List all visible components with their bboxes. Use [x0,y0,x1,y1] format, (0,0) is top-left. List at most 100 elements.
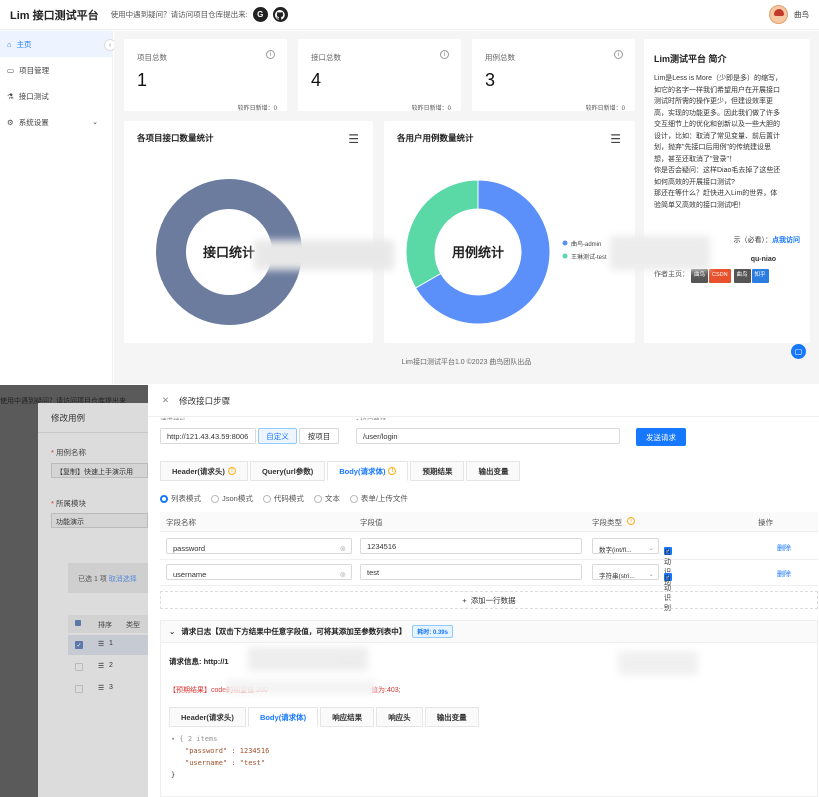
radio-text-mode[interactable]: 文本 [313,493,340,504]
sidebar-item-home[interactable]: ⌂ 主页 [0,31,112,57]
clear-icon[interactable]: ⊗ [339,570,346,579]
menu-icon[interactable]: ☰ [610,132,621,146]
send-request-button[interactable]: 发送请求 [636,428,686,446]
custom-host-button[interactable]: 自定义 [258,428,297,444]
donut-slice[interactable] [405,179,479,289]
radio-dot [349,494,358,503]
tab-query[interactable]: Query(url参数) [249,461,326,481]
tab-header[interactable]: Header(请求头)! [160,461,248,481]
table-row[interactable]: ✓ ☰ 1 [68,635,148,655]
help-fab-icon[interactable]: ▢ [791,344,806,359]
stat-title: 接口总数 [311,53,341,62]
row-checkbox[interactable]: ✓ [75,641,83,649]
host-input[interactable]: http://121.43.43.59:8006 [160,428,256,444]
sidebar-item-api-test[interactable]: ⚗ 接口测试 [0,83,112,109]
radio-form-mode[interactable]: 表单/上传文件 [349,493,408,504]
chart-center-label: 接口统计 [203,245,255,260]
select-all-checkbox[interactable] [75,620,81,626]
row-checkbox[interactable] [75,685,83,693]
delete-row-link[interactable]: 删除 [777,545,791,552]
chart-title: 各项目接口数量统计 [137,133,214,143]
info-icon[interactable]: i [440,50,449,59]
radio-dot [313,494,322,503]
radio-code-mode[interactable]: 代码模式 [262,493,304,504]
log-title: 请求日志【双击下方结果中任意字段值，可将其添加至参数列表中】 [181,627,407,636]
menu-icon[interactable]: ☰ [348,132,359,146]
tab-expect[interactable]: 预期结果 [410,461,465,481]
intro-link-line: 示（必看）：点我访问 [654,235,801,247]
field-name-input[interactable]: password ⊗ [166,538,352,554]
legend-label[interactable]: 曲鸟-admin [571,240,601,248]
redaction [618,651,698,675]
donut-slice[interactable] [414,179,551,325]
sidebar: ⌂ 主页 ▭ 项目管理 ⚗ 接口测试 ⚙ 系统设置 ⌄ [0,31,113,384]
stat-value: 3 [485,70,496,90]
drag-handle-icon[interactable]: ☰ [98,685,105,692]
drag-handle-icon[interactable]: ☰ [98,663,105,670]
field-name-input[interactable]: username ⊗ [166,564,352,580]
redaction [248,647,368,671]
field-label: * 用例名称 [51,448,87,457]
author-label: 作者主页： [654,271,689,278]
chart-center-label: 用例统计 [451,245,504,260]
footer: Lim接口测试平台1.0 ©2023 曲鸟团队出品 [401,359,532,366]
clear-icon[interactable]: ⊗ [339,544,346,553]
csdn-tag[interactable]: CSDN [708,269,731,283]
info-icon[interactable]: i [266,50,275,59]
intro-line: 划，抛弃"先接口后用例"的传统建设思 [654,144,771,151]
user-menu[interactable]: 曲鸟 [769,5,809,24]
json-line[interactable]: "username" : "test" [185,759,266,767]
guide-link[interactable]: 点我访问 [772,237,800,244]
resp-tab-result[interactable]: 响应结果 [320,707,375,727]
tab-output[interactable]: 输出变量 [466,461,521,481]
radio-json-mode[interactable]: Json模式 [211,493,253,504]
zhihu-tag[interactable]: 知乎 [751,269,769,283]
delete-row-link[interactable]: 删除 [777,571,791,578]
sidebar-item-projects[interactable]: ▭ 项目管理 [0,57,112,83]
gitee-icon[interactable]: G [252,7,268,22]
field-value-input[interactable]: test [360,564,582,580]
path-input[interactable]: /user/login [356,428,620,444]
sidebar-item-settings[interactable]: ⚙ 系统设置 ⌄ [0,109,112,135]
case-table-header: 排序 类型 [68,615,148,633]
response-tabs: Header(请求头) Body(请求体) 响应结果 响应头 输出变量 [169,707,479,727]
field-label-text: 所属模块 [56,499,87,508]
body-mode-radios: 列表模式 Json模式 代码模式 文本 表单/上传文件 [160,493,408,504]
path-label: * 接口路径 [356,415,386,420]
resp-tab-body[interactable]: Body(请求体) [247,707,319,727]
resp-tab-output[interactable]: 输出变量 [424,707,479,727]
json-line[interactable]: ▾ { 2 items [171,735,218,743]
row-checkbox[interactable] [75,663,83,671]
csdn-tag-left[interactable]: 曲鸟 [690,269,708,283]
info-icon[interactable]: i [614,50,623,59]
json-line[interactable]: "password" : 1234516 [185,747,270,755]
chevron-down-icon: ⌄ [648,545,654,552]
request-log-header[interactable]: ⌄ 请求日志【双击下方结果中任意字段值，可将其添加至参数列表中】 耗时: 0.3… [161,621,817,643]
resp-tab-headers[interactable]: 响应头 [376,707,423,727]
user-name[interactable]: 曲鸟 [794,10,809,19]
cancel-selection-link[interactable]: 取消选择 [108,576,137,583]
field-value-input[interactable]: 1234516 [360,538,582,554]
resp-tab-header[interactable]: Header(请求头) [169,707,246,727]
field-type-value: 字符串(stri... [599,573,635,580]
field-type-select[interactable]: 字符串(stri... ⌄ [592,564,659,580]
github-icon[interactable] [272,7,288,22]
zhihu-tag-left[interactable]: 曲鸟 [733,269,751,283]
close-icon[interactable]: ✕ [162,395,170,405]
add-row-button[interactable]: + 添加一行数据 [160,591,818,609]
table-row[interactable]: ☰ 2 [68,657,148,677]
drag-handle-icon[interactable]: ☰ [98,641,105,648]
intro-line: 设计，比如：取消了常见变量、前后置计 [654,132,780,140]
case-name-input[interactable]: 【复制】快速上手演示用 [51,463,148,478]
field-type-select[interactable]: 数字(int/fl... ⌄ [592,538,659,554]
module-select[interactable]: 功能演示 [51,513,148,528]
table-row[interactable]: ☰ 3 [68,679,148,699]
author-row: 作者主页： 曲鸟 CSDN 曲鸟 知乎 [654,269,800,283]
radio-label: 文本 [324,494,340,503]
radio-list-mode[interactable]: 列表模式 [160,493,201,504]
avatar[interactable] [769,5,788,24]
legend-label[interactable]: 王琳测试-test [571,253,607,261]
type-info-icon[interactable]: i [627,517,635,525]
by-project-button[interactable]: 按项目 [299,428,339,444]
tab-body[interactable]: Body(请求体)! [327,461,409,481]
